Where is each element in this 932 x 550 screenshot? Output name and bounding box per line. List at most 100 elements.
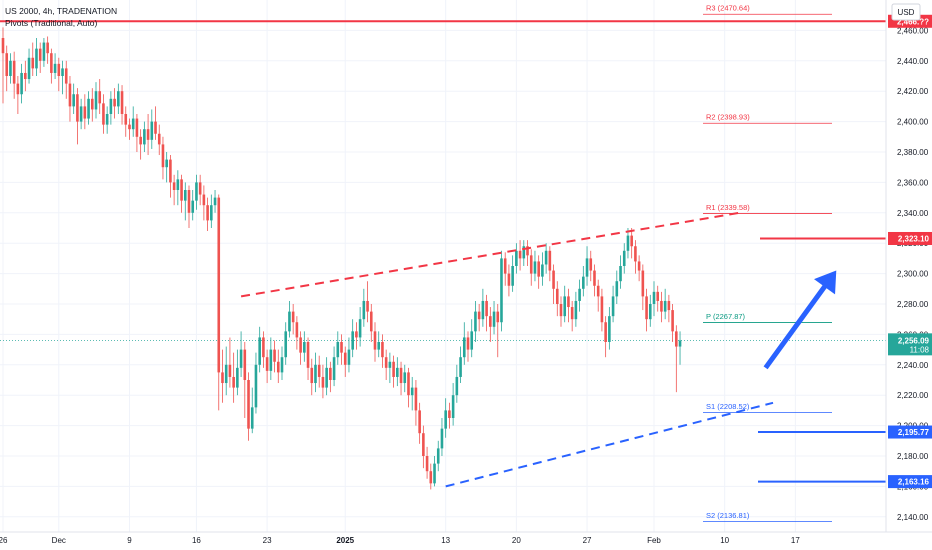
candle-body bbox=[53, 63, 57, 73]
y-tick-label: 2,360.00 bbox=[897, 178, 929, 187]
candle-body bbox=[9, 60, 12, 76]
candle-body bbox=[221, 372, 224, 384]
candle-body bbox=[373, 331, 377, 350]
candle-body bbox=[5, 53, 9, 76]
candle-body bbox=[124, 114, 128, 125]
level-tag-label: 2,195.77 bbox=[898, 428, 930, 437]
candle-body bbox=[496, 311, 500, 323]
candle-body bbox=[522, 246, 526, 259]
candle-body bbox=[369, 311, 373, 332]
level-tag-label: 2,323.10 bbox=[898, 234, 930, 243]
candle-body bbox=[403, 372, 407, 384]
candle-body bbox=[64, 68, 68, 84]
candle-body bbox=[250, 407, 254, 429]
candle-body bbox=[154, 121, 157, 134]
candle-body bbox=[157, 133, 161, 145]
candle-body bbox=[507, 273, 511, 286]
currency-badge[interactable]: USD bbox=[891, 3, 921, 21]
x-tick-label: 16 bbox=[192, 536, 201, 545]
candle-body bbox=[608, 316, 611, 342]
candle-body bbox=[12, 60, 16, 84]
candle-body bbox=[16, 83, 20, 95]
candle-body bbox=[567, 296, 570, 308]
candle-body bbox=[50, 53, 53, 73]
candle-body bbox=[396, 367, 399, 377]
candle-body bbox=[347, 349, 351, 365]
y-tick-label: 2,400.00 bbox=[897, 118, 929, 127]
indicator-label: Pivots (Traditional, Auto) bbox=[5, 18, 97, 28]
candle-body bbox=[511, 266, 514, 286]
candle-body bbox=[38, 48, 42, 61]
level-tag bbox=[888, 231, 932, 245]
candle-body bbox=[310, 367, 314, 384]
candle-body bbox=[131, 118, 135, 130]
x-tick-label: 17 bbox=[791, 536, 800, 545]
x-tick-label: 23 bbox=[263, 536, 272, 545]
candle-body bbox=[425, 456, 429, 472]
candle-body bbox=[459, 357, 462, 377]
candle-body bbox=[660, 300, 663, 312]
candle-body bbox=[176, 179, 180, 190]
candle-body bbox=[303, 342, 306, 353]
candle-body bbox=[61, 68, 64, 76]
candle-body bbox=[585, 258, 589, 277]
candle-body bbox=[399, 367, 403, 384]
candle-body bbox=[317, 364, 321, 377]
candle-body bbox=[239, 349, 243, 368]
candle-body bbox=[299, 337, 302, 353]
trendlines[interactable] bbox=[240, 211, 774, 488]
candle-body bbox=[414, 387, 418, 411]
y-tick-label: 2,180.00 bbox=[897, 452, 929, 461]
candle-body bbox=[117, 91, 120, 107]
candle-body bbox=[210, 205, 213, 221]
candle-body bbox=[187, 190, 191, 213]
candle-body bbox=[481, 300, 485, 320]
candle-body bbox=[678, 340, 682, 347]
candle-body bbox=[243, 349, 247, 380]
candle-body bbox=[667, 300, 671, 311]
candle-body bbox=[336, 342, 340, 358]
candle-body bbox=[224, 364, 228, 384]
candle-body bbox=[161, 144, 165, 168]
candle-body bbox=[135, 118, 139, 137]
candle-body bbox=[652, 291, 656, 304]
resistance-trendline[interactable] bbox=[240, 211, 740, 298]
pivot-label: P (2267.87) bbox=[706, 312, 746, 321]
candle-body bbox=[172, 182, 176, 190]
candle-body bbox=[477, 311, 481, 320]
x-tick-label: 9 bbox=[127, 536, 132, 545]
x-tick-label: 20 bbox=[512, 536, 521, 545]
support-trendline[interactable] bbox=[445, 401, 774, 488]
candle-body bbox=[574, 300, 578, 320]
candle-body bbox=[202, 194, 206, 206]
candle-body bbox=[206, 205, 209, 221]
candle-body bbox=[276, 361, 280, 373]
x-tick-label: 26 bbox=[0, 536, 8, 545]
level-tag bbox=[888, 425, 932, 439]
horizontal-levels[interactable] bbox=[0, 20, 886, 483]
pivot-label: R1 (2339.58) bbox=[706, 203, 750, 212]
bullish-arrow[interactable] bbox=[763, 270, 837, 370]
candle-body bbox=[150, 121, 154, 140]
candles bbox=[1, 27, 682, 490]
pivot-lines: R3 (2470.64) R2 (2398.93) R1 (2339.58) P (2… bbox=[703, 4, 832, 523]
candle-body bbox=[500, 258, 503, 323]
time-axis[interactable]: 26 Dec 9 16 23 2025 13 20 27 Feb 10 17 bbox=[0, 536, 800, 545]
pivot-label: S2 (2136.81) bbox=[706, 511, 750, 520]
candle-body bbox=[358, 319, 362, 338]
candle-body bbox=[68, 83, 72, 107]
candle-body bbox=[198, 182, 202, 195]
candle-body bbox=[35, 48, 38, 69]
candle-body bbox=[578, 288, 581, 301]
candle-body bbox=[671, 310, 674, 332]
x-tick-label: Feb bbox=[647, 536, 661, 545]
price-axis[interactable]: 2,140.002,160.002,180.002,200.002,220.00… bbox=[897, 26, 929, 521]
candle-body bbox=[72, 94, 75, 107]
candle-body bbox=[470, 331, 474, 350]
level-labels: 2,466.?? 2,323.10 2,195.77 2,163.16 2,256.09… bbox=[888, 14, 932, 489]
candle-body bbox=[444, 410, 447, 429]
candle-body bbox=[537, 261, 540, 277]
candle-body bbox=[518, 250, 522, 259]
candle-body bbox=[232, 376, 235, 388]
